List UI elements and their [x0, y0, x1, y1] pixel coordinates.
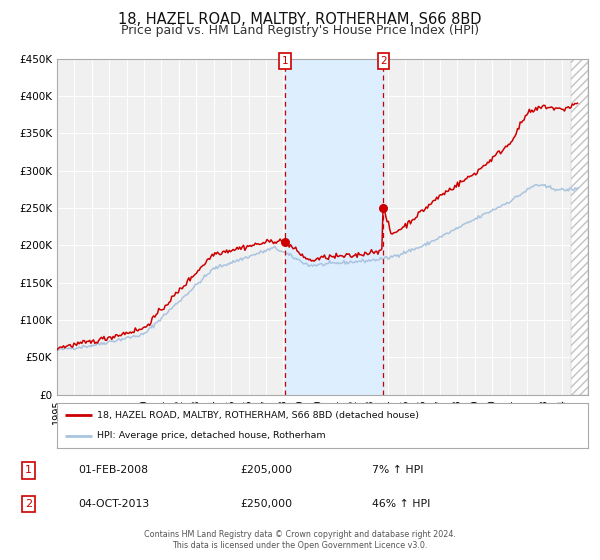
- Text: 7% ↑ HPI: 7% ↑ HPI: [372, 465, 424, 475]
- Text: 01-FEB-2008: 01-FEB-2008: [78, 465, 148, 475]
- Text: Contains HM Land Registry data © Crown copyright and database right 2024.: Contains HM Land Registry data © Crown c…: [144, 530, 456, 539]
- Text: Price paid vs. HM Land Registry's House Price Index (HPI): Price paid vs. HM Land Registry's House …: [121, 24, 479, 36]
- Bar: [285, 59, 383, 395]
- Text: £205,000: £205,000: [240, 465, 292, 475]
- Text: 2: 2: [380, 56, 387, 66]
- Text: 18, HAZEL ROAD, MALTBY, ROTHERHAM, S66 8BD: 18, HAZEL ROAD, MALTBY, ROTHERHAM, S66 8…: [118, 12, 482, 27]
- Text: 18, HAZEL ROAD, MALTBY, ROTHERHAM, S66 8BD (detached house): 18, HAZEL ROAD, MALTBY, ROTHERHAM, S66 8…: [97, 411, 419, 420]
- Text: 04-OCT-2013: 04-OCT-2013: [78, 499, 149, 509]
- Text: £250,000: £250,000: [240, 499, 292, 509]
- Text: 1: 1: [281, 56, 288, 66]
- Text: 2: 2: [25, 499, 32, 509]
- Text: HPI: Average price, detached house, Rotherham: HPI: Average price, detached house, Roth…: [97, 431, 325, 440]
- Text: 46% ↑ HPI: 46% ↑ HPI: [372, 499, 430, 509]
- Bar: [571, 59, 588, 395]
- Text: This data is licensed under the Open Government Licence v3.0.: This data is licensed under the Open Gov…: [172, 541, 428, 550]
- Text: 1: 1: [25, 465, 32, 475]
